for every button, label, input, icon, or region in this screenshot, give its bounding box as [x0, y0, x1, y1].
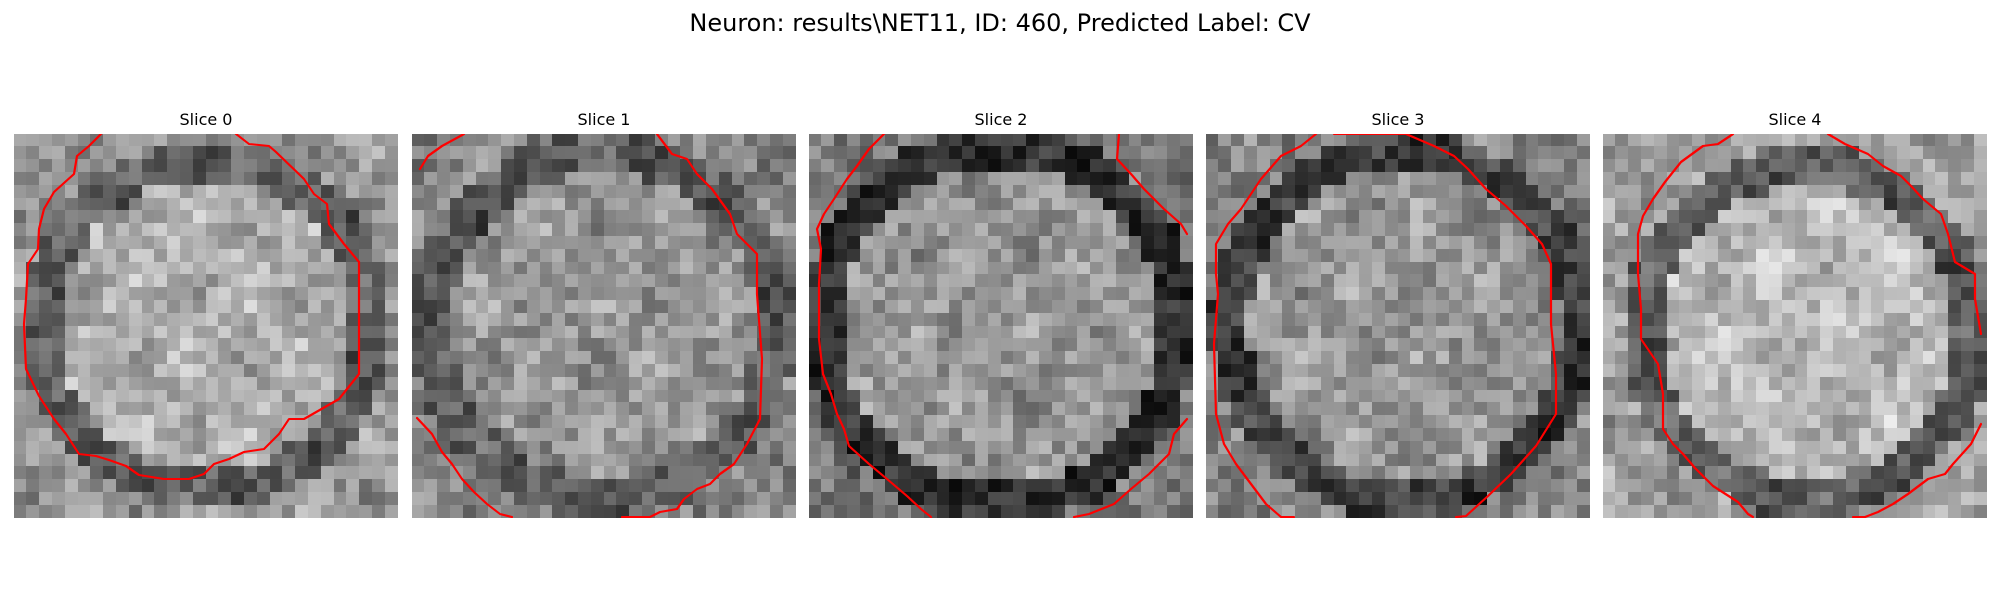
slice-title: Slice 3: [1371, 110, 1425, 129]
slice-title: Slice 4: [1768, 110, 1822, 129]
slice-title: Slice 0: [179, 110, 233, 129]
slice-title: Slice 1: [577, 110, 631, 129]
slice-image: [14, 134, 398, 518]
slice-panel-3: Slice 3: [1206, 108, 1590, 518]
slice-image: [412, 134, 796, 518]
slice-image: [809, 134, 1193, 518]
slice-panel-2: Slice 2: [809, 108, 1193, 518]
slice-title: Slice 2: [974, 110, 1028, 129]
slice-image: [1603, 134, 1987, 518]
slice-panel-0: Slice 0: [14, 108, 398, 518]
slice-image: [1206, 134, 1590, 518]
slice-panel-4: Slice 4: [1603, 108, 1987, 518]
figure-title: Neuron: results\NET11, ID: 460, Predicte…: [689, 9, 1311, 37]
slice-panel-1: Slice 1: [412, 108, 796, 518]
